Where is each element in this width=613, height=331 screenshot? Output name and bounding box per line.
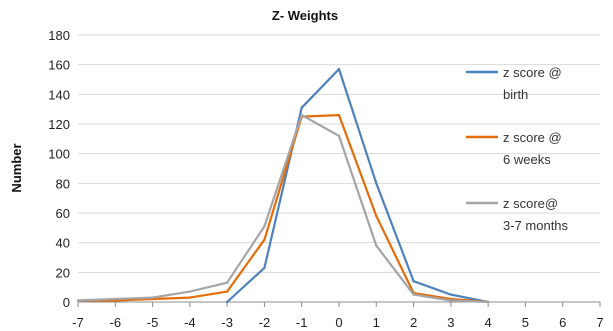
- legend: z score @ birth z score @ 6 weeks z score@ 3-…: [466, 65, 569, 233]
- data-point: [188, 296, 192, 299]
- data-point: [375, 244, 378, 247]
- y-tick-label: 60: [56, 206, 70, 221]
- y-tick-label: 20: [56, 265, 70, 280]
- y-axis-label: Number: [9, 143, 24, 192]
- series-lines: [76, 67, 490, 304]
- data-point: [375, 214, 378, 218]
- x-tick-label: -6: [110, 315, 122, 330]
- legend-label: birth: [503, 87, 528, 102]
- data-point: [263, 225, 266, 228]
- x-tick-label: 4: [485, 315, 492, 330]
- data-point: [337, 113, 341, 117]
- data-point: [151, 296, 154, 299]
- x-tick-label: -5: [147, 315, 159, 330]
- legend-label: 3-7 months: [503, 218, 569, 233]
- axes: 0 20 40 60 80 100 120 140 160 180 -7 -6 -5 -4 -3 -2 -1 0 1…: [48, 28, 603, 330]
- x-tick-label: -1: [296, 315, 308, 330]
- series-line-3: [77, 113, 489, 304]
- gridlines: [78, 34, 600, 273]
- data-point: [114, 297, 117, 301]
- data-point: [412, 280, 415, 283]
- data-point: [412, 293, 415, 296]
- y-tick-label: 0: [63, 295, 70, 310]
- data-point: [225, 300, 229, 304]
- data-point: [300, 106, 303, 109]
- legend-label: z score @: [503, 65, 562, 80]
- y-tick-label: 120: [48, 117, 70, 132]
- y-tick-label: 80: [56, 176, 70, 191]
- data-point: [337, 134, 341, 138]
- data-point: [300, 113, 303, 117]
- data-point: [76, 299, 80, 302]
- legend-label: z score@: [503, 196, 558, 211]
- data-point: [486, 300, 490, 304]
- x-tick-label: -4: [184, 315, 196, 330]
- y-tick-label: 40: [56, 236, 70, 251]
- data-point: [337, 67, 341, 71]
- y-tick-label: 160: [48, 58, 70, 73]
- y-tick-label: 180: [48, 28, 70, 43]
- x-tick-label: 2: [410, 315, 417, 330]
- y-tick-label: 140: [48, 87, 70, 102]
- series-line-2: [78, 113, 489, 304]
- x-tick-label: -3: [221, 315, 233, 330]
- legend-label: 6 weeks: [503, 152, 551, 167]
- x-tick-label: -2: [259, 315, 271, 330]
- x-tick-label: 1: [373, 315, 380, 330]
- data-point: [225, 290, 229, 293]
- data-point: [263, 266, 266, 270]
- data-point: [263, 238, 266, 241]
- x-tick-label: -7: [72, 315, 84, 330]
- data-point: [449, 299, 453, 302]
- chart-title: Z- Weights: [272, 8, 338, 23]
- x-tick-label: 3: [447, 315, 454, 330]
- data-point: [449, 293, 453, 296]
- series-line-1: [226, 67, 489, 304]
- y-tick-label: 100: [48, 147, 70, 162]
- x-tick-label: 6: [559, 315, 566, 330]
- x-tick-label: 0: [335, 315, 342, 330]
- x-tick-label: 5: [522, 315, 529, 330]
- data-point: [375, 182, 378, 185]
- data-point: [188, 290, 192, 293]
- x-tick-label: 7: [596, 315, 603, 330]
- legend-label: z score @: [503, 130, 562, 145]
- data-point: [225, 281, 229, 284]
